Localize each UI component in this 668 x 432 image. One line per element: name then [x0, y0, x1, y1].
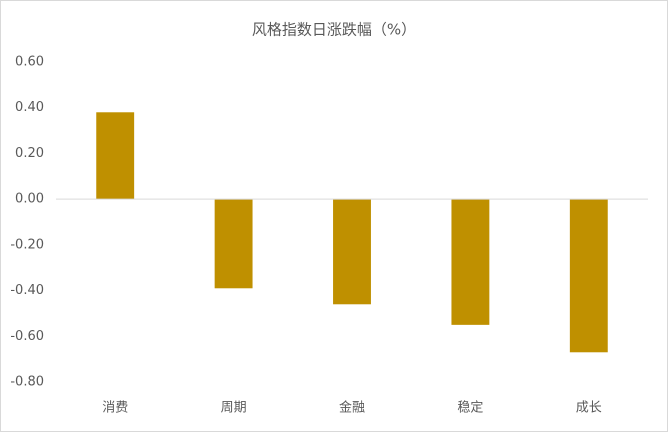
y-tick-label: -0.80 — [10, 375, 44, 390]
y-tick-label: 0.40 — [15, 100, 44, 115]
bar — [333, 199, 371, 305]
y-tick-label: -0.60 — [10, 329, 44, 344]
y-tick-label: 0.60 — [15, 55, 44, 70]
x-tick-label: 周期 — [221, 401, 247, 416]
x-tick-label: 金融 — [339, 400, 365, 416]
y-tick-label: 0.20 — [15, 146, 44, 161]
bar — [451, 199, 490, 325]
x-tick-label: 成长 — [576, 401, 602, 416]
bar — [96, 112, 135, 200]
x-tick-label: 消费 — [102, 401, 128, 416]
bar — [569, 199, 608, 353]
y-tick-label: -0.40 — [10, 283, 44, 298]
bar — [214, 199, 253, 289]
x-tick-label: 稳定 — [457, 400, 483, 416]
y-tick-label: -0.20 — [10, 237, 44, 252]
y-tick-label: 0.00 — [15, 192, 44, 207]
chart-title: 风格指数日涨跌幅（%） — [252, 21, 416, 39]
